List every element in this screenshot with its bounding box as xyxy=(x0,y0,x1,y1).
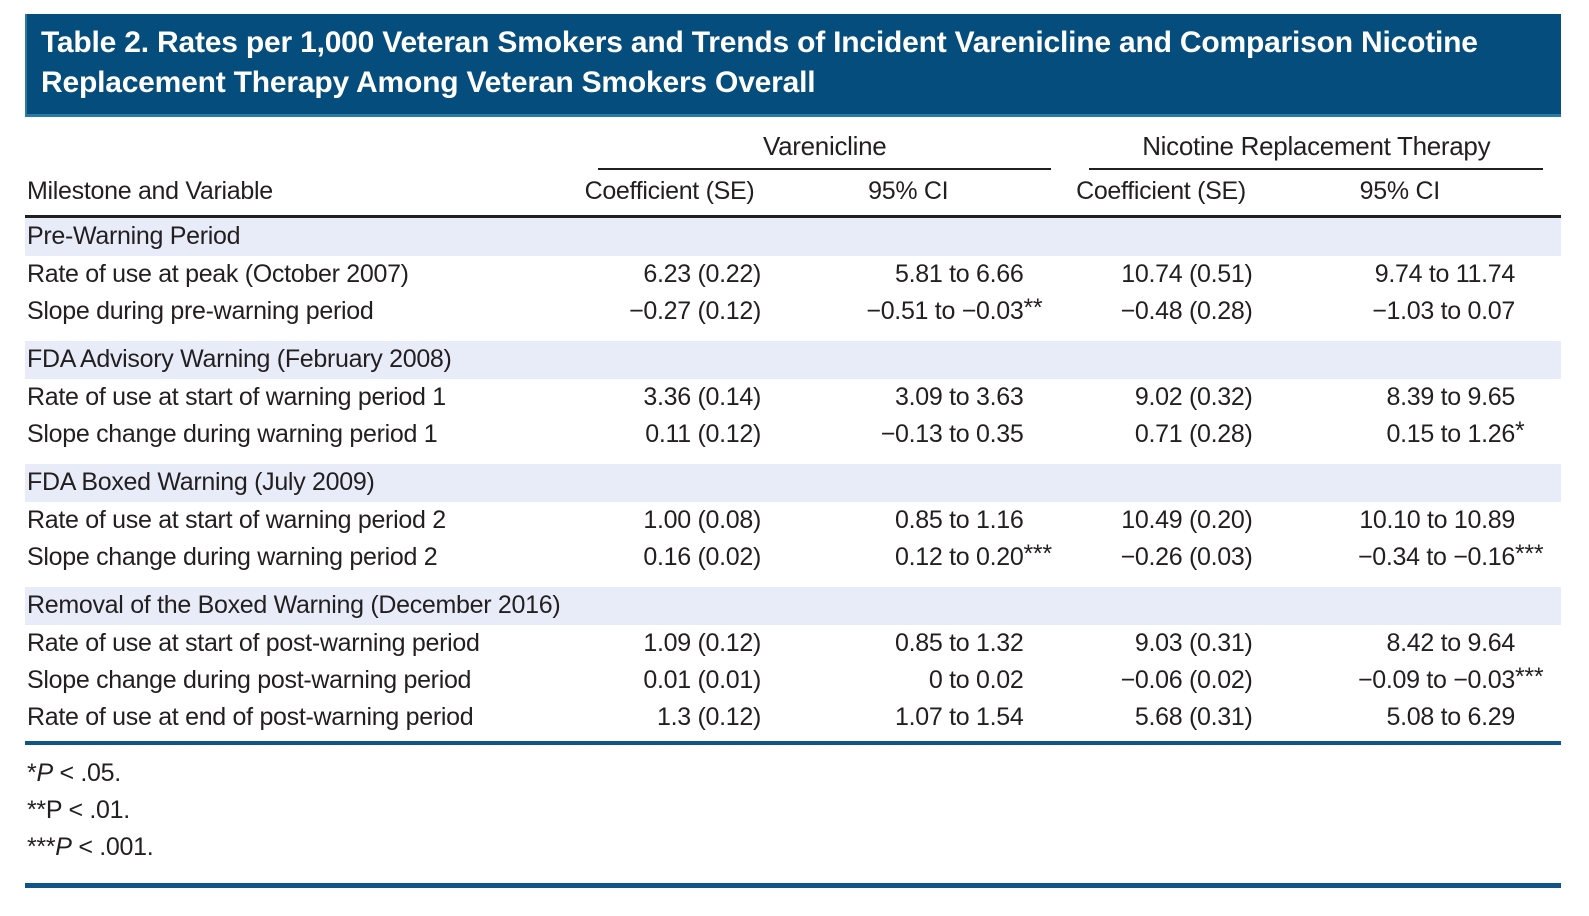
section-header-label: FDA Advisory Warning (February 2008) xyxy=(25,330,1561,379)
footnote-stars: * xyxy=(27,759,37,787)
table-wrap: Varenicline Nicotine Replacement Therapy… xyxy=(25,129,1561,745)
group-header-varenicline: Varenicline xyxy=(578,129,1070,170)
table-title-bar: Table 2. Rates per 1,000 Veteran Smokers… xyxy=(25,14,1561,117)
cell-v-ci: −0.13 to 0.35 xyxy=(880,420,1024,448)
column-header-n-ci: 95% CI xyxy=(1284,170,1561,218)
row-label: Rate of use at end of post-warning perio… xyxy=(27,703,474,731)
cell-v-ci: 0.85 to 1.16 xyxy=(895,506,1024,534)
footnote-stars: ** xyxy=(27,796,46,824)
cell-v-ci: 0 to 0.02 xyxy=(928,666,1024,694)
table-row: Slope change during warning period 1 0.1… xyxy=(25,416,1561,459)
row-label: Rate of use at start of post-warning per… xyxy=(27,629,480,657)
cell-n-coefficient: −0.26 (0.03) xyxy=(1120,543,1253,571)
footnote-p-symbol: P xyxy=(36,759,53,787)
data-table: Varenicline Nicotine Replacement Therapy… xyxy=(25,129,1561,736)
column-header-v-ci: 95% CI xyxy=(793,170,1070,218)
row-label: Rate of use at start of warning period 2 xyxy=(27,506,446,534)
cell-n-ci: 10.10 to 10.89 xyxy=(1359,506,1515,534)
table-row: Rate of use at peak (October 2007) 6.23 … xyxy=(25,256,1561,293)
footnote-p01: **P < .01. xyxy=(27,792,1561,829)
cell-n-ci: 8.42 to 9.64 xyxy=(1386,629,1516,657)
footnote-text: < .05. xyxy=(52,759,121,787)
cell-v-coefficient: −0.27 (0.12) xyxy=(629,297,761,325)
row-label: Slope during pre-warning period xyxy=(27,297,374,325)
group-header-nrt-label: Nicotine Replacement Therapy xyxy=(1089,131,1543,170)
cell-v-coefficient: 0.11 (0.12) xyxy=(645,420,761,448)
column-header-n-coefficient: Coefficient (SE) xyxy=(1069,170,1285,218)
cell-v-coefficient: 0.01 (0.01) xyxy=(643,666,761,694)
cell-v-ci: 0.12 to 0.20 *** xyxy=(895,540,1052,571)
cell-n-coefficient: 10.49 (0.20) xyxy=(1121,506,1253,534)
footnote-p-symbol: P xyxy=(45,796,62,824)
cell-n-coefficient: 5.68 (0.31) xyxy=(1134,703,1253,731)
page: Table 2. Rates per 1,000 Veteran Smokers… xyxy=(25,14,1561,888)
cell-v-coefficient: 6.23 (0.22) xyxy=(643,260,761,288)
table-row: Slope change during post-warning period … xyxy=(25,662,1561,699)
cell-n-ci: −0.09 to −0.03 *** xyxy=(1357,663,1544,694)
cell-v-ci: 1.07 to 1.54 xyxy=(895,703,1024,731)
group-header-row: Varenicline Nicotine Replacement Therapy xyxy=(25,129,1561,170)
cell-v-ci: 5.81 to 6.66 xyxy=(895,260,1024,288)
cell-n-ci: 0.15 to 1.26 * xyxy=(1386,417,1525,448)
table-row: Rate of use at start of warning period 2… xyxy=(25,502,1561,539)
section-header-label: Removal of the Boxed Warning (December 2… xyxy=(25,576,1561,625)
table-row: Slope change during warning period 2 0.1… xyxy=(25,539,1561,582)
group-header-nrt: Nicotine Replacement Therapy xyxy=(1069,129,1561,170)
table-row: Rate of use at end of post-warning perio… xyxy=(25,699,1561,736)
section-header-row: FDA Boxed Warning (July 2009) xyxy=(25,453,1561,502)
table-row: Slope during pre-warning period −0.27 (0… xyxy=(25,293,1561,336)
cell-v-coefficient: 1.09 (0.12) xyxy=(643,629,761,657)
cell-n-ci: −1.03 to 0.07 xyxy=(1372,297,1515,325)
section-header-label: FDA Boxed Warning (July 2009) xyxy=(25,453,1561,502)
cell-v-ci: 0.85 to 1.32 xyxy=(895,629,1024,657)
cell-v-coefficient: 3.36 (0.14) xyxy=(643,383,761,411)
column-header-milestone: Milestone and Variable xyxy=(25,170,578,218)
cell-n-coefficient: 10.74 (0.51) xyxy=(1121,260,1253,288)
table-header: Varenicline Nicotine Replacement Therapy… xyxy=(25,129,1561,218)
table-row: Rate of use at start of post-warning per… xyxy=(25,625,1561,662)
section-header-label: Pre-Warning Period xyxy=(25,216,1561,256)
cell-n-coefficient: −0.48 (0.28) xyxy=(1120,297,1253,325)
footnotes: *P < .05. **P < .01. ***P < .001. xyxy=(25,755,1561,866)
row-label: Rate of use at start of warning period 1 xyxy=(27,383,446,411)
cell-n-ci: 9.74 to 11.74 xyxy=(1374,260,1516,288)
cell-v-coefficient: 0.16 (0.02) xyxy=(643,543,761,571)
table-row: Rate of use at start of warning period 1… xyxy=(25,379,1561,416)
cell-v-coefficient: 1.00 (0.08) xyxy=(643,506,761,534)
footnote-text: < .001. xyxy=(71,833,154,861)
cell-n-ci: 5.08 to 6.29 xyxy=(1386,703,1516,731)
section-header-row: Pre-Warning Period xyxy=(25,216,1561,256)
footnote-p05: *P < .05. xyxy=(27,755,1561,792)
cell-v-ci: −0.51 to −0.03 ** xyxy=(866,294,1043,325)
group-header-varenicline-label: Varenicline xyxy=(597,131,1052,170)
row-label: Rate of use at peak (October 2007) xyxy=(27,260,409,288)
cell-v-ci: 3.09 to 3.63 xyxy=(895,383,1024,411)
footnote-p-symbol: P xyxy=(55,833,72,861)
cell-n-coefficient: −0.06 (0.02) xyxy=(1120,666,1253,694)
bottom-rule xyxy=(25,883,1561,888)
cell-n-ci: −0.34 to −0.16 *** xyxy=(1357,540,1544,571)
row-label: Slope change during post-warning period xyxy=(27,666,472,694)
cell-v-coefficient: 1.3 (0.12) xyxy=(656,703,761,731)
column-header-row: Milestone and Variable Coefficient (SE) … xyxy=(25,170,1561,218)
column-header-v-coefficient: Coefficient (SE) xyxy=(577,170,793,218)
table-title: Table 2. Rates per 1,000 Veteran Smokers… xyxy=(41,26,1478,99)
cell-n-ci: 8.39 to 9.65 xyxy=(1386,383,1516,411)
row-label: Slope change during warning period 1 xyxy=(27,420,438,448)
footnote-text: < .01. xyxy=(61,796,130,824)
cell-n-coefficient: 9.02 (0.32) xyxy=(1134,383,1253,411)
section-header-row: Removal of the Boxed Warning (December 2… xyxy=(25,576,1561,625)
table-body: Pre-Warning Period Rate of use at peak (… xyxy=(25,216,1561,737)
group-header-spacer xyxy=(25,129,578,170)
footnote-p001: ***P < .001. xyxy=(27,829,1561,866)
footnote-stars: *** xyxy=(27,833,56,861)
cell-n-coefficient: 0.71 (0.28) xyxy=(1134,420,1253,448)
row-label: Slope change during warning period 2 xyxy=(27,543,438,571)
section-header-row: FDA Advisory Warning (February 2008) xyxy=(25,330,1561,379)
cell-n-coefficient: 9.03 (0.31) xyxy=(1134,629,1253,657)
